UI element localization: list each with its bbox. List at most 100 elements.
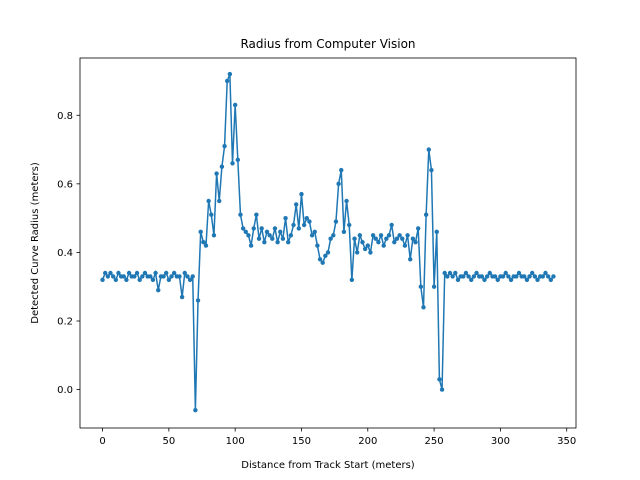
point	[248, 243, 254, 248]
point	[431, 284, 437, 289]
point	[381, 243, 386, 248]
plot-frame	[79, 57, 577, 429]
point	[376, 239, 381, 245]
point	[235, 157, 241, 163]
point	[140, 274, 145, 279]
point	[278, 229, 283, 235]
point	[153, 270, 158, 276]
point	[415, 226, 421, 231]
point	[392, 239, 397, 245]
point	[126, 270, 132, 276]
point	[341, 229, 347, 235]
point	[198, 229, 203, 235]
point	[408, 257, 413, 262]
point	[254, 212, 259, 217]
point	[362, 246, 368, 252]
point	[309, 233, 315, 238]
point	[110, 274, 116, 279]
point	[474, 270, 479, 276]
point	[142, 270, 148, 276]
point	[124, 277, 129, 283]
point	[116, 270, 121, 276]
point	[259, 226, 264, 231]
point	[222, 143, 227, 149]
point	[328, 236, 333, 241]
point	[164, 270, 169, 276]
point	[442, 270, 447, 276]
point	[535, 277, 540, 283]
point	[315, 243, 320, 248]
point	[166, 277, 172, 283]
point	[182, 270, 187, 276]
point	[450, 274, 455, 279]
point	[325, 250, 331, 255]
point	[360, 239, 365, 245]
x-tick-label: 200	[358, 436, 377, 447]
point	[209, 212, 214, 217]
point	[283, 215, 288, 221]
point	[482, 277, 487, 283]
point	[378, 233, 384, 238]
point	[354, 250, 360, 255]
point	[466, 274, 471, 279]
point	[386, 233, 392, 238]
x-tick-label: 250	[425, 436, 444, 447]
point	[105, 274, 111, 279]
point	[219, 164, 225, 169]
point	[299, 191, 304, 197]
point	[349, 277, 355, 283]
point	[495, 277, 500, 283]
point	[185, 274, 190, 279]
point	[230, 161, 235, 166]
point	[214, 171, 219, 176]
point	[461, 274, 466, 279]
point	[320, 260, 325, 265]
point	[132, 274, 137, 279]
chart-title: Radius from Computer Vision	[240, 37, 415, 51]
x-tick-label: 300	[491, 436, 510, 447]
point	[402, 243, 408, 248]
point	[365, 243, 370, 248]
point	[463, 270, 469, 276]
point	[331, 233, 336, 238]
point	[288, 233, 294, 238]
point	[410, 236, 416, 241]
point	[195, 298, 201, 303]
point	[418, 284, 424, 289]
point	[445, 274, 450, 279]
point	[384, 236, 389, 241]
point	[206, 198, 211, 204]
point	[102, 270, 108, 276]
point	[121, 274, 126, 279]
point	[134, 270, 140, 276]
point	[301, 222, 307, 228]
point	[400, 236, 405, 241]
y-tick-label: 0.6	[57, 179, 73, 190]
point	[280, 236, 286, 241]
point	[530, 270, 535, 276]
point	[532, 274, 538, 279]
point	[508, 277, 514, 283]
point	[500, 274, 506, 279]
point	[522, 274, 527, 279]
point	[246, 233, 251, 238]
point	[447, 270, 453, 276]
point	[548, 277, 554, 283]
point	[317, 257, 323, 262]
y-tick-label: 0.2	[57, 317, 73, 328]
point	[453, 270, 458, 276]
point	[201, 239, 206, 245]
y-tick-label: 0.8	[57, 111, 73, 122]
point	[439, 387, 445, 392]
point	[543, 270, 548, 276]
point	[275, 239, 280, 245]
point	[368, 250, 373, 255]
point	[413, 239, 418, 245]
point	[479, 274, 485, 279]
point	[171, 270, 177, 276]
point	[352, 236, 357, 241]
point	[238, 212, 243, 217]
point	[256, 236, 262, 241]
